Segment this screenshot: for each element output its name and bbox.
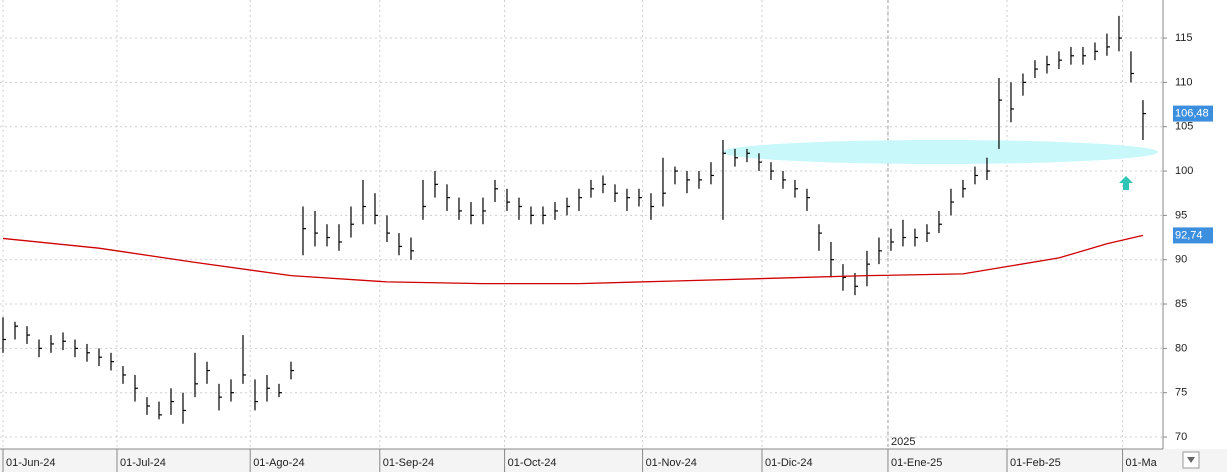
y-tick-label: 75 <box>1175 387 1187 399</box>
y-tick-label: 95 <box>1175 209 1187 221</box>
ma-value-label: 92,74 <box>1175 229 1203 241</box>
x-tick-label: 01-Ago-24 <box>253 457 304 469</box>
x-axis-band <box>0 449 1227 472</box>
x-tick-label: 01-Jun-24 <box>6 457 56 469</box>
last-price-box <box>1173 105 1213 122</box>
y-tick-label: 80 <box>1175 342 1187 354</box>
x-tick-label: 01-Ma <box>1126 457 1158 469</box>
x-tick-label: 01-Ene-25 <box>891 457 942 469</box>
y-tick-label: 110 <box>1175 76 1193 88</box>
moving-average <box>2 234 1144 285</box>
axes: 70 75 80 85 90 95 100 105 110 115 01-Jun-24 01-Jul-… <box>2 32 1213 472</box>
x-tick-label: 01-Sep-24 <box>383 457 434 469</box>
y-tick-label: 105 <box>1175 121 1193 133</box>
year-label: 2025 <box>891 436 915 448</box>
x-tick-label: 01-Oct-24 <box>508 457 557 469</box>
y-tick-label: 100 <box>1175 165 1193 177</box>
highlight-zone <box>722 140 1158 164</box>
up-arrow <box>1119 176 1133 190</box>
x-tick-label: 01-Jul-24 <box>120 457 166 469</box>
x-tick-label: 01-Feb-25 <box>1010 457 1061 469</box>
x-tick-label: 01-Nov-24 <box>646 457 697 469</box>
ma-value-box <box>1173 227 1213 244</box>
x-tick-label: 01-Dic-24 <box>765 457 813 469</box>
last-price-label: 106,48 <box>1175 107 1209 119</box>
y-tick-label: 70 <box>1175 431 1187 443</box>
plot <box>2 15 1146 424</box>
y-tick-label: 85 <box>1175 298 1187 310</box>
y-tick-label: 115 <box>1175 32 1193 44</box>
grid <box>0 0 1163 449</box>
scroll-icon <box>1187 457 1195 463</box>
y-tick-label: 90 <box>1175 254 1187 266</box>
